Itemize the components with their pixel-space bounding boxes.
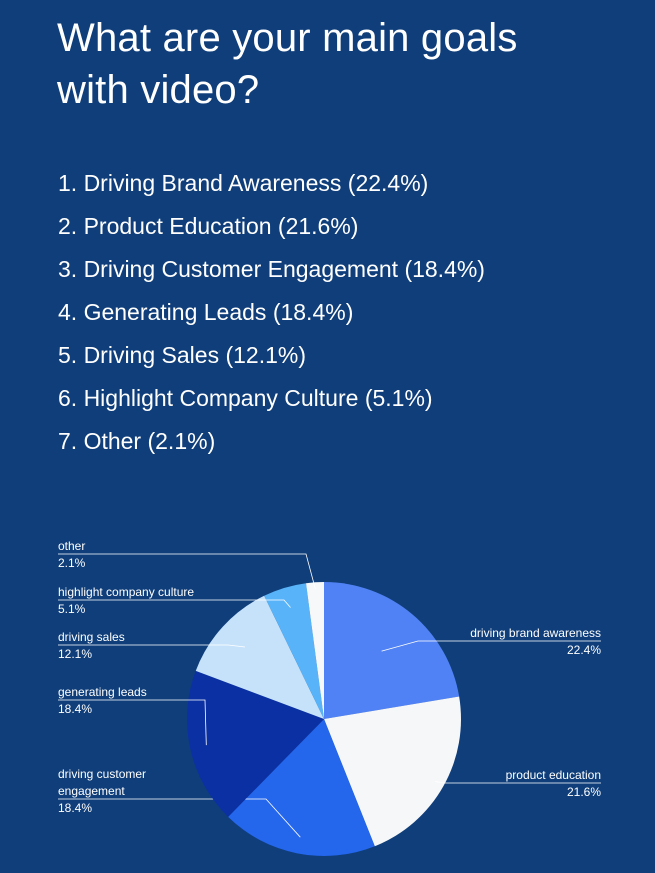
pie-slice-generating-leads: [186, 670, 324, 817]
pie-label-highlight-company-culture: highlight company culture 5.1%: [58, 585, 194, 616]
goal-item: 3. Driving Customer Engagement (18.4%): [58, 256, 485, 282]
pie-slice-driving-brand-awareness: [324, 582, 460, 719]
pie-label-driving-customer-engagement: driving customer engagement 18.4%: [58, 767, 146, 815]
pie-label-driving-sales: driving sales 12.1%: [58, 630, 125, 661]
goal-item: 1. Driving Brand Awareness (22.4%): [58, 170, 429, 196]
goal-item: 4. Generating Leads (18.4%): [58, 299, 354, 325]
pie-label-driving-brand-awareness: driving brand awareness 22.4%: [470, 626, 601, 657]
pie-leader-line-highlight-company-culture: [58, 599, 291, 608]
goals-pie-chart: driving brand awareness 22.4% product educ…: [58, 539, 602, 856]
pie-slice-highlight-company-culture: [264, 583, 324, 719]
pie-leader-line-generating-leads: [58, 699, 207, 746]
title-line-2: with video?: [57, 68, 260, 112]
pie-label-other: other 2.1%: [58, 539, 86, 570]
pie-slice-driving-sales: [195, 595, 324, 719]
pie-label-generating-leads: generating leads 18.4%: [58, 685, 147, 716]
goal-item: 2. Product Education (21.6%): [58, 213, 359, 239]
goals-list: 1. Driving Brand Awareness (22.4%) 2. Pr…: [58, 162, 485, 463]
goal-item: 5. Driving Sales (12.1%): [58, 342, 306, 368]
pie-slice-other: [305, 582, 324, 719]
pie-leader-line-driving-brand-awareness: [381, 640, 601, 652]
goal-item: 6. Highlight Company Culture (5.1%): [58, 385, 433, 411]
title-line-1: What are your main goals: [57, 16, 518, 60]
pie-leader-line-product-education: [434, 781, 601, 784]
pie-leader-line-other: [58, 553, 316, 590]
pie-leader-line-driving-sales: [58, 644, 246, 648]
pie-slice-driving-customer-engagement: [228, 719, 375, 856]
pie-label-product-education: product education 21.6%: [506, 768, 602, 799]
pie-slice-product-education: [324, 696, 461, 847]
goal-item: 7. Other (2.1%): [58, 428, 216, 454]
pie-leader-line-driving-customer-engagement: [58, 798, 301, 838]
page-title: What are your main goals with video?: [57, 12, 617, 116]
